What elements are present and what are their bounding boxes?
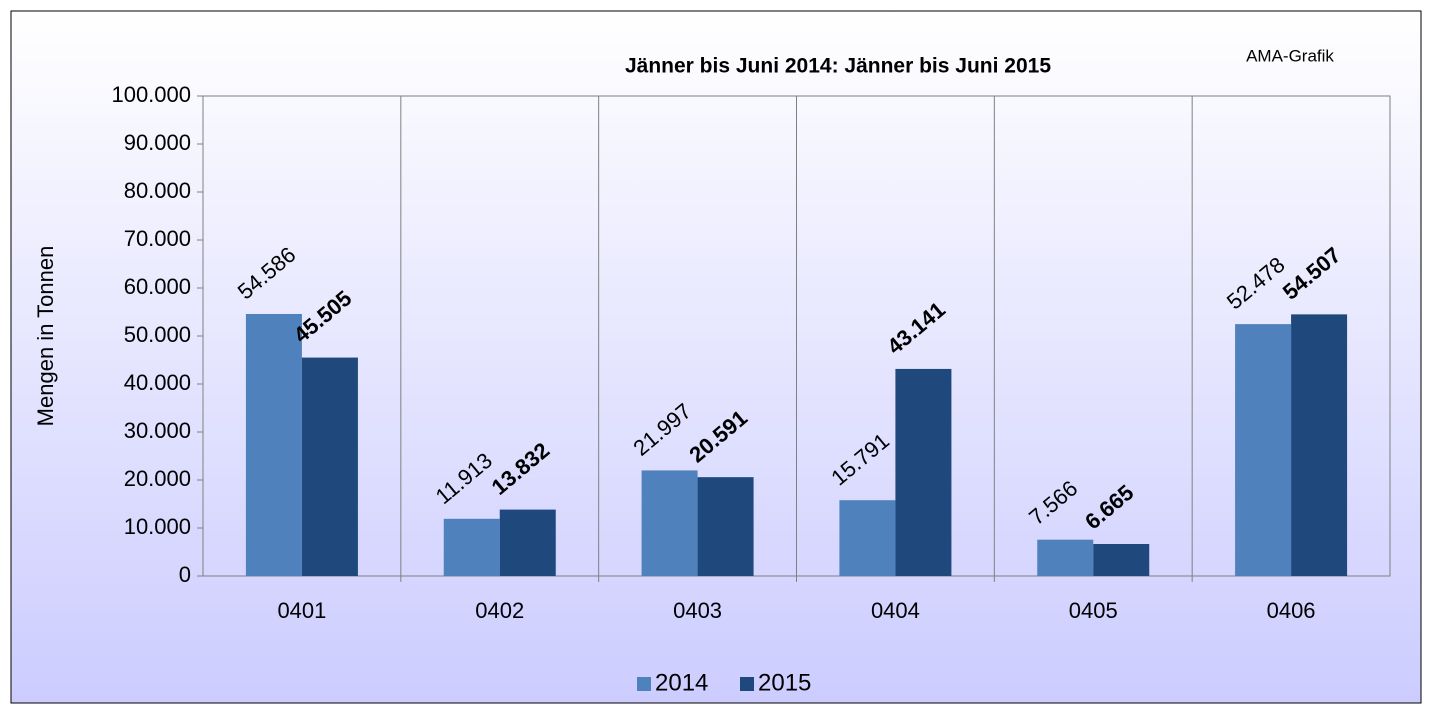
legend-swatch (637, 677, 651, 691)
bar (1037, 539, 1094, 576)
legend-label: 2014 (655, 669, 708, 696)
chart-title: Jänner bis Juni 2014: Jänner bis Juni 20… (625, 55, 1051, 78)
bar (245, 313, 302, 576)
bar (1235, 324, 1292, 576)
bar (1291, 314, 1348, 576)
y-tick-label: 90.000 (124, 130, 191, 155)
y-axis-title: Mengen in Tonnen (33, 246, 58, 427)
x-tick-label: 0405 (1069, 598, 1118, 623)
bar (697, 477, 754, 576)
y-tick-label: 30.000 (124, 418, 191, 443)
x-tick-label: 0402 (475, 598, 524, 623)
y-tick-label: 10.000 (124, 514, 191, 539)
y-tick-label: 50.000 (124, 322, 191, 347)
bar (895, 368, 952, 576)
bar (839, 500, 896, 576)
y-tick-label: 0 (179, 562, 191, 587)
bar (443, 518, 500, 576)
y-tick-label: 80.000 (124, 178, 191, 203)
x-tick-label: 0406 (1267, 598, 1316, 623)
x-tick-label: 0404 (871, 598, 920, 623)
bar (499, 509, 556, 576)
y-tick-label: 100.000 (111, 82, 191, 107)
x-tick-label: 0401 (277, 598, 326, 623)
y-tick-label: 60.000 (124, 274, 191, 299)
y-tick-label: 70.000 (124, 226, 191, 251)
y-tick-label: 40.000 (124, 370, 191, 395)
legend-swatch (740, 677, 754, 691)
bar (301, 357, 358, 576)
x-tick-label: 0403 (673, 598, 722, 623)
annotation: AMA-Grafik (1246, 46, 1334, 65)
bar (1093, 544, 1150, 576)
y-tick-label: 20.000 (124, 466, 191, 491)
legend-label: 2015 (758, 669, 811, 696)
bar (641, 470, 698, 576)
